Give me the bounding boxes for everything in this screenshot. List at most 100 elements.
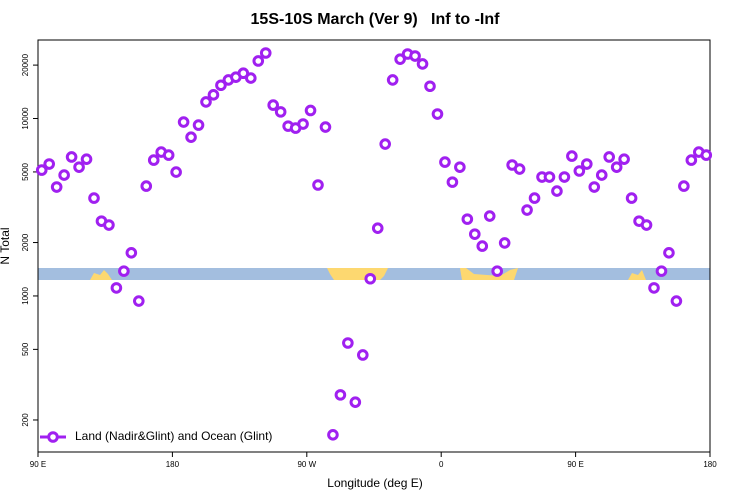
data-point xyxy=(625,192,638,204)
x-axis-label: Longitude (deg E) xyxy=(327,476,422,490)
data-point xyxy=(297,118,309,130)
data-point xyxy=(140,180,153,192)
data-point xyxy=(640,219,653,231)
chart-title: 15S-10S March (Ver 9) Inf to -Inf xyxy=(251,11,501,28)
data-point xyxy=(685,154,698,166)
land-patch xyxy=(327,268,388,280)
data-point xyxy=(349,396,362,408)
data-point xyxy=(304,104,317,117)
data-point xyxy=(409,50,421,62)
data-point xyxy=(483,210,496,222)
y-tick-label: 20000 xyxy=(21,53,30,76)
data-point xyxy=(88,192,100,204)
data-point xyxy=(581,158,593,170)
data-point xyxy=(558,171,571,183)
data-point xyxy=(655,265,668,277)
data-point xyxy=(312,179,324,191)
data-point xyxy=(700,149,713,161)
data-point xyxy=(207,89,220,101)
x-tick-label: 90 E xyxy=(30,460,46,469)
data-point xyxy=(192,119,205,131)
data-point xyxy=(43,158,56,170)
data-point xyxy=(551,185,563,197)
data-point xyxy=(379,138,392,150)
data-point xyxy=(58,169,70,181)
data-point xyxy=(103,219,115,231)
data-point xyxy=(498,237,511,249)
y-tick-label: 5000 xyxy=(21,162,30,180)
y-tick-label: 500 xyxy=(21,342,30,356)
data-point xyxy=(267,99,280,111)
data-point xyxy=(573,165,586,177)
data-point xyxy=(528,192,541,204)
data-point xyxy=(319,121,332,133)
data-point xyxy=(252,55,265,67)
data-point xyxy=(371,222,384,234)
data-point xyxy=(327,429,339,441)
data-point xyxy=(618,153,630,165)
data-point xyxy=(177,116,190,128)
data-point xyxy=(245,72,257,84)
data-point xyxy=(461,213,474,225)
data-point xyxy=(469,228,481,240)
x-tick-label: 180 xyxy=(166,460,180,469)
data-point xyxy=(394,53,406,65)
data-point xyxy=(185,131,197,143)
x-tick-label: 90 E xyxy=(567,460,583,469)
data-point xyxy=(416,58,429,70)
data-point xyxy=(125,247,138,259)
data-point xyxy=(118,265,130,277)
data-point xyxy=(476,240,489,252)
data-point xyxy=(670,295,683,307)
data-point xyxy=(65,151,78,163)
legend-marker xyxy=(47,431,59,443)
data-point xyxy=(513,163,526,175)
data-point xyxy=(259,47,272,59)
y-axis-label: N Total xyxy=(0,227,12,264)
data-point xyxy=(110,282,123,294)
legend-label: Land (Nadir&Glint) and Ocean (Glint) xyxy=(75,429,272,443)
data-point xyxy=(439,156,451,168)
data-point xyxy=(162,149,175,161)
data-point xyxy=(334,389,347,401)
y-tick-label: 200 xyxy=(21,413,30,427)
data-point xyxy=(678,180,690,192)
data-point xyxy=(364,272,377,285)
data-point xyxy=(603,151,616,163)
y-tick-label: 2000 xyxy=(21,233,30,251)
data-point xyxy=(237,67,250,80)
data-point xyxy=(274,106,287,118)
land-patch xyxy=(460,268,518,280)
data-point xyxy=(170,166,182,178)
data-point xyxy=(663,247,675,259)
data-point xyxy=(357,349,369,361)
y-tick-label: 10000 xyxy=(21,107,30,130)
data-point xyxy=(454,161,466,173)
data-point xyxy=(73,161,85,173)
data-point xyxy=(648,282,660,294)
data-point xyxy=(491,265,504,277)
data-point xyxy=(342,337,354,349)
data-point xyxy=(543,171,556,183)
data-point xyxy=(446,176,459,188)
x-tick-label: 90 W xyxy=(297,460,316,469)
data-point xyxy=(35,164,48,176)
data-point xyxy=(200,96,212,108)
y-tick-label: 1000 xyxy=(21,287,30,305)
data-point xyxy=(424,80,436,93)
land-patch xyxy=(90,270,112,280)
x-tick-label: 0 xyxy=(439,460,444,469)
data-point xyxy=(386,74,399,86)
data-point xyxy=(147,154,160,166)
data-point xyxy=(133,295,145,307)
data-point xyxy=(588,181,601,193)
data-point xyxy=(50,181,63,193)
data-point xyxy=(595,169,608,181)
data-point xyxy=(80,153,93,165)
plot-frame xyxy=(37,39,711,453)
data-point xyxy=(566,150,578,162)
data-point xyxy=(215,79,227,92)
data-point xyxy=(610,161,623,173)
